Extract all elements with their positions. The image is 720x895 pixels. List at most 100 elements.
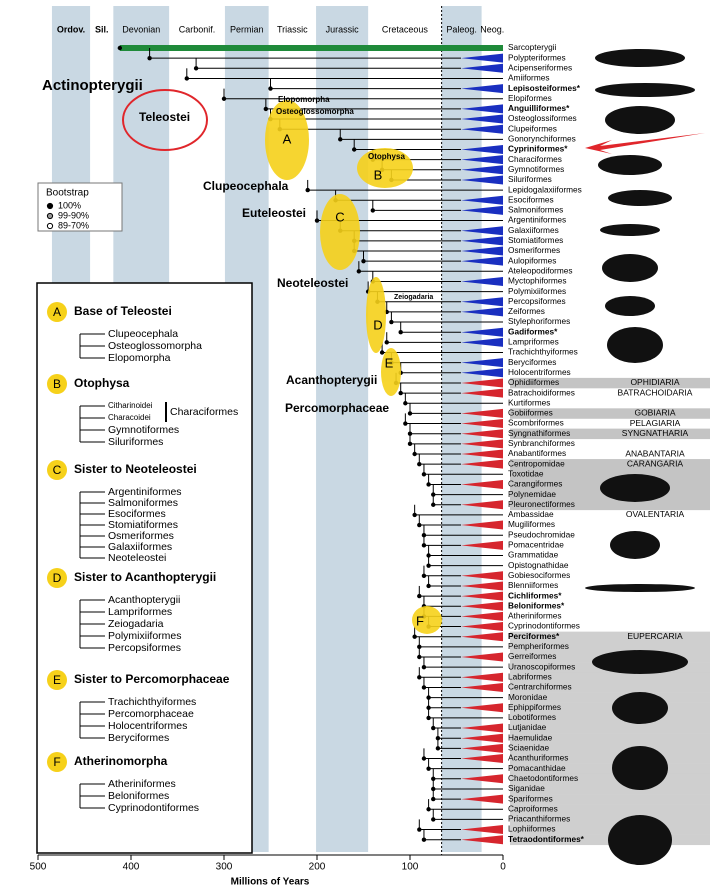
node-dot <box>421 664 427 670</box>
taxon-label: Kurtiformes <box>508 397 550 407</box>
panel-taxon: Atheriniformes <box>108 778 176 790</box>
clade-triangle <box>461 652 503 662</box>
node-dot <box>426 766 431 771</box>
clade-triangle <box>461 408 503 418</box>
x-tick-label: 200 <box>309 862 326 873</box>
taxon-label: Opistognathidae <box>508 560 569 570</box>
fish <box>610 531 660 559</box>
series-label: GOBIARIA <box>634 408 675 418</box>
bracket-label: Characiformes <box>170 406 238 418</box>
clade-triangle <box>461 175 503 185</box>
taxon-label: Moronidae <box>508 692 548 702</box>
taxon-label: Sciaenidae <box>508 743 549 753</box>
fish <box>612 692 668 724</box>
taxon-label: Batrachoidiformes <box>508 387 575 397</box>
clade-triangle <box>461 145 503 154</box>
node-dot <box>412 512 417 518</box>
clade-triangle <box>461 337 503 347</box>
series-band <box>510 377 710 389</box>
taxon-label: Mugiliformes <box>508 519 555 529</box>
series-band <box>510 408 710 419</box>
teleostei-circle <box>122 89 208 151</box>
taxon-label: Sarcopterygii <box>508 42 557 52</box>
taxon-label: Spariformes <box>508 793 553 803</box>
clade-triangle <box>461 236 503 246</box>
taxon-label: Gonorynchiformes <box>508 134 576 144</box>
clade-triangle <box>461 104 503 114</box>
node-dot <box>421 472 427 477</box>
node-dot <box>417 827 422 832</box>
taxon-label: Uranoscopiformes <box>508 661 575 671</box>
inset-box <box>36 282 253 854</box>
fish <box>600 224 660 236</box>
node-dot <box>431 725 436 731</box>
series-band <box>510 733 710 744</box>
taxon-label: Clupeiformes <box>508 123 557 133</box>
clade-triangle <box>461 703 503 713</box>
panel-title: Sister to Acanthopterygii <box>74 570 216 584</box>
panel-badge <box>47 568 67 588</box>
legend-item: 99-90% <box>58 210 89 220</box>
taxon-label: Lampriformes <box>508 337 559 347</box>
node-dot <box>379 350 385 355</box>
taxon-label: Galaxiiformes <box>508 225 559 235</box>
taxon-label: Pempheriformes <box>508 641 569 651</box>
taxon-label: Acipenseriformes <box>508 62 572 72</box>
panel-badge <box>47 302 67 322</box>
period-label: Jurassic <box>326 24 360 34</box>
panel-taxon: Cyprinodontiformes <box>108 802 199 814</box>
taxon-label: Acanthuriformes <box>508 753 568 763</box>
clade-triangle <box>461 368 503 378</box>
panel-taxon: Beloniformes <box>108 790 169 802</box>
node-dot <box>431 817 436 822</box>
panel-taxon: Beryciformes <box>108 732 169 744</box>
node-letter: D <box>373 317 382 332</box>
node-dot <box>352 147 357 152</box>
taxon-label: Perciformes* <box>508 631 560 641</box>
clade-triangle <box>461 63 503 73</box>
series-label: OVALENTARIA <box>626 509 685 519</box>
taxon-label: Lobotiformes <box>508 712 556 722</box>
legend-dot <box>46 222 54 230</box>
clade-triangle <box>461 835 503 845</box>
taxon-label: Haemulidae <box>508 732 553 742</box>
series-band <box>510 682 710 693</box>
taxon-label: Siganidae <box>508 783 545 793</box>
fish <box>612 746 668 790</box>
taxon-label: Cichliformes* <box>508 590 562 600</box>
fish <box>602 254 658 282</box>
taxon-label: Centropomidae <box>508 458 565 468</box>
taxon-label: Polynemidae <box>508 489 556 499</box>
node-dot <box>314 218 320 223</box>
period-band <box>441 6 482 852</box>
node-dot <box>407 441 413 447</box>
clade-triangle <box>461 195 503 205</box>
taxon-label: Osmeriformes <box>508 245 560 255</box>
series-band <box>510 814 710 825</box>
clade-triangle <box>461 246 503 256</box>
series-band <box>510 712 710 724</box>
panel-taxon: Polymixiiformes <box>108 630 182 642</box>
clade-triangle <box>461 165 503 175</box>
fish <box>595 49 685 67</box>
clade-triangle <box>461 520 503 530</box>
silhouettes <box>585 49 695 865</box>
highlight <box>320 194 360 270</box>
clade-triangle <box>461 307 503 317</box>
node-dot <box>361 258 366 264</box>
clade-triangle <box>461 754 503 763</box>
taxon-label: Ambassidae <box>508 509 554 519</box>
clade-triangle <box>461 591 503 601</box>
taxon-label: Ophidiiformes <box>508 377 559 387</box>
series-label: SYNGNATHARIA <box>622 428 689 438</box>
panel-taxon: Lampriformes <box>108 606 172 618</box>
legend-dot <box>46 212 54 220</box>
clade-triangle <box>461 276 503 286</box>
node-dot <box>417 522 422 528</box>
node-dot <box>431 796 436 802</box>
node-dot <box>417 654 422 660</box>
period-label: Carbonif. <box>179 24 216 34</box>
node-dot <box>431 492 436 497</box>
series-label: EUPERCARIA <box>627 631 683 641</box>
taxon-label: Gadiformes* <box>508 326 558 336</box>
